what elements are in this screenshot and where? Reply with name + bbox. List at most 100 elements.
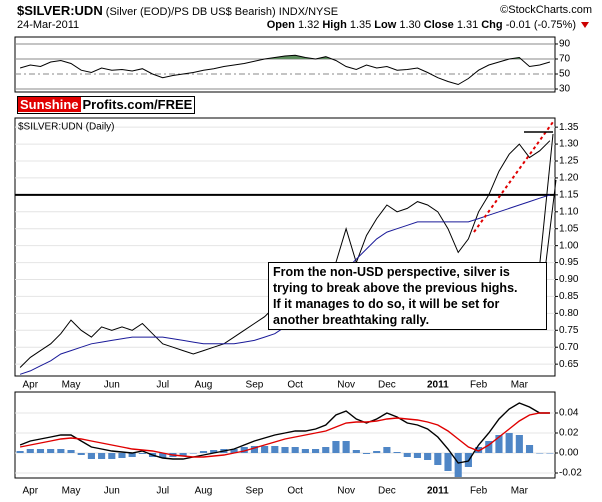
annotation-line: From the non-USD perspective, silver is [273, 265, 510, 279]
histogram-bar [546, 453, 554, 454]
histogram-bar [199, 451, 208, 453]
logo-part: Sunshine [18, 97, 81, 112]
line [19, 402, 550, 464]
y-tick-label: 70 [559, 54, 571, 65]
histogram-bar [118, 453, 126, 458]
y-tick-label: 1.25 [559, 156, 579, 167]
histogram-bar [36, 449, 45, 453]
histogram-bar [352, 450, 360, 453]
title: $SILVER:UDN [17, 3, 103, 18]
x-tick-label: Dec [378, 380, 396, 391]
line [19, 54, 551, 86]
y-tick-label: 1.05 [559, 223, 579, 234]
y-tick-label: 0.02 [559, 428, 579, 439]
y-tick-label: 1.10 [559, 206, 579, 217]
histogram-bar [515, 435, 523, 453]
logo-part: Profits.com/FREE [82, 97, 193, 112]
y-tick-label: 30 [559, 84, 571, 95]
histogram-bar [434, 453, 442, 465]
panel-frame [14, 391, 556, 479]
histogram-bar [179, 453, 187, 456]
y-tick-label: 0.65 [559, 359, 579, 370]
panel-frame [14, 36, 556, 93]
histogram-bar [505, 433, 513, 453]
x-tick-label: Jul [156, 486, 169, 497]
histogram-bar [454, 453, 462, 477]
x-tick-label: Jun [104, 486, 120, 497]
x-tick-label: Sep [246, 486, 264, 497]
y-tick-label: 90 [559, 39, 571, 50]
quote-label: Open [266, 19, 295, 31]
x-tick-label: Aug [195, 486, 213, 497]
y-tick-label: 1.30 [559, 139, 579, 150]
histogram-bar [332, 441, 340, 453]
quote-value: 1.32 [297, 19, 320, 31]
x-tick-label: Apr [23, 486, 39, 497]
quote-label: Low [374, 19, 397, 31]
y-tick-label: 50 [559, 69, 571, 80]
line [19, 412, 550, 458]
x-tick-label: Nov [337, 380, 355, 391]
annotation-line: If it manages to do so, it will be set f… [273, 297, 500, 311]
histogram-bar [342, 441, 350, 453]
y-tick-label: 0.85 [559, 291, 579, 302]
pointer-line [545, 179, 557, 263]
x-tick-label: Nov [337, 486, 355, 497]
histogram-bar [189, 453, 197, 454]
credit: ©StockCharts.com [500, 4, 592, 16]
histogram-bar [301, 449, 309, 453]
histogram-bar [108, 453, 116, 459]
histogram-bar [291, 447, 299, 453]
header-title: $SILVER:UDN (Silver (EOD)/PS DB US$ Bear… [17, 3, 338, 18]
logo: Sunshine Profits.com/FREE [17, 96, 196, 114]
histogram-bar [475, 447, 483, 453]
x-tick-label: Jul [156, 380, 169, 391]
y-tick-label: 0.95 [559, 257, 579, 268]
histogram-bar [373, 451, 381, 453]
quote-label: High [322, 19, 347, 31]
histogram-bar [281, 447, 289, 453]
annotation-line: trying to break above the previous highs… [273, 281, 518, 295]
x-tick-label: Mar [511, 380, 529, 391]
y-tick-label: 0.70 [559, 342, 579, 353]
histogram-bar [57, 449, 65, 453]
y-tick-label: 1.20 [559, 173, 579, 184]
annotation-line: another breathtaking rally. [273, 313, 430, 327]
y-tick-label: -0.02 [559, 468, 582, 479]
x-tick-label: Aug [195, 380, 213, 391]
y-tick-label: 1.15 [559, 189, 579, 200]
histogram-bar [47, 449, 55, 453]
x-tick-label: Apr [23, 380, 39, 391]
quote: Open 1.32 High 1.35 Low 1.30 Close 1.31 Chg … [267, 19, 592, 31]
x-tick-label: Mar [511, 486, 529, 497]
down-marker [581, 22, 589, 29]
histogram-bar [383, 447, 391, 453]
histogram-bar [393, 452, 401, 453]
quote-value: 1.31 [456, 19, 479, 31]
histogram-bar [210, 450, 218, 453]
histogram-bar [403, 453, 411, 457]
quote-value: 1.35 [349, 19, 372, 31]
y-tick-label: 0.90 [559, 274, 579, 285]
histogram-bar [261, 446, 269, 453]
x-tick-label: May [62, 486, 81, 497]
subtitle: (Silver (EOD)/PS DB US$ Bearish) INDX/NY… [105, 6, 339, 18]
histogram-bar [16, 451, 24, 453]
histogram-bar [536, 453, 544, 454]
histogram-bar [159, 453, 167, 458]
x-tick-label: Dec [378, 486, 396, 497]
x-tick-label: Oct [287, 380, 303, 391]
histogram-bar [444, 453, 452, 471]
panel-frame [14, 117, 556, 377]
histogram-bar [87, 453, 95, 459]
x-tick-label: Feb [470, 380, 488, 391]
date: 24-Mar-2011 [17, 19, 80, 31]
histogram-bar [525, 445, 534, 453]
x-tick-label: Sep [246, 380, 264, 391]
histogram-bar [240, 447, 248, 453]
quote-label: Chg [481, 19, 503, 31]
histogram-bar [98, 453, 106, 459]
panel-label: $SILVER:UDN (Daily) [18, 122, 115, 133]
